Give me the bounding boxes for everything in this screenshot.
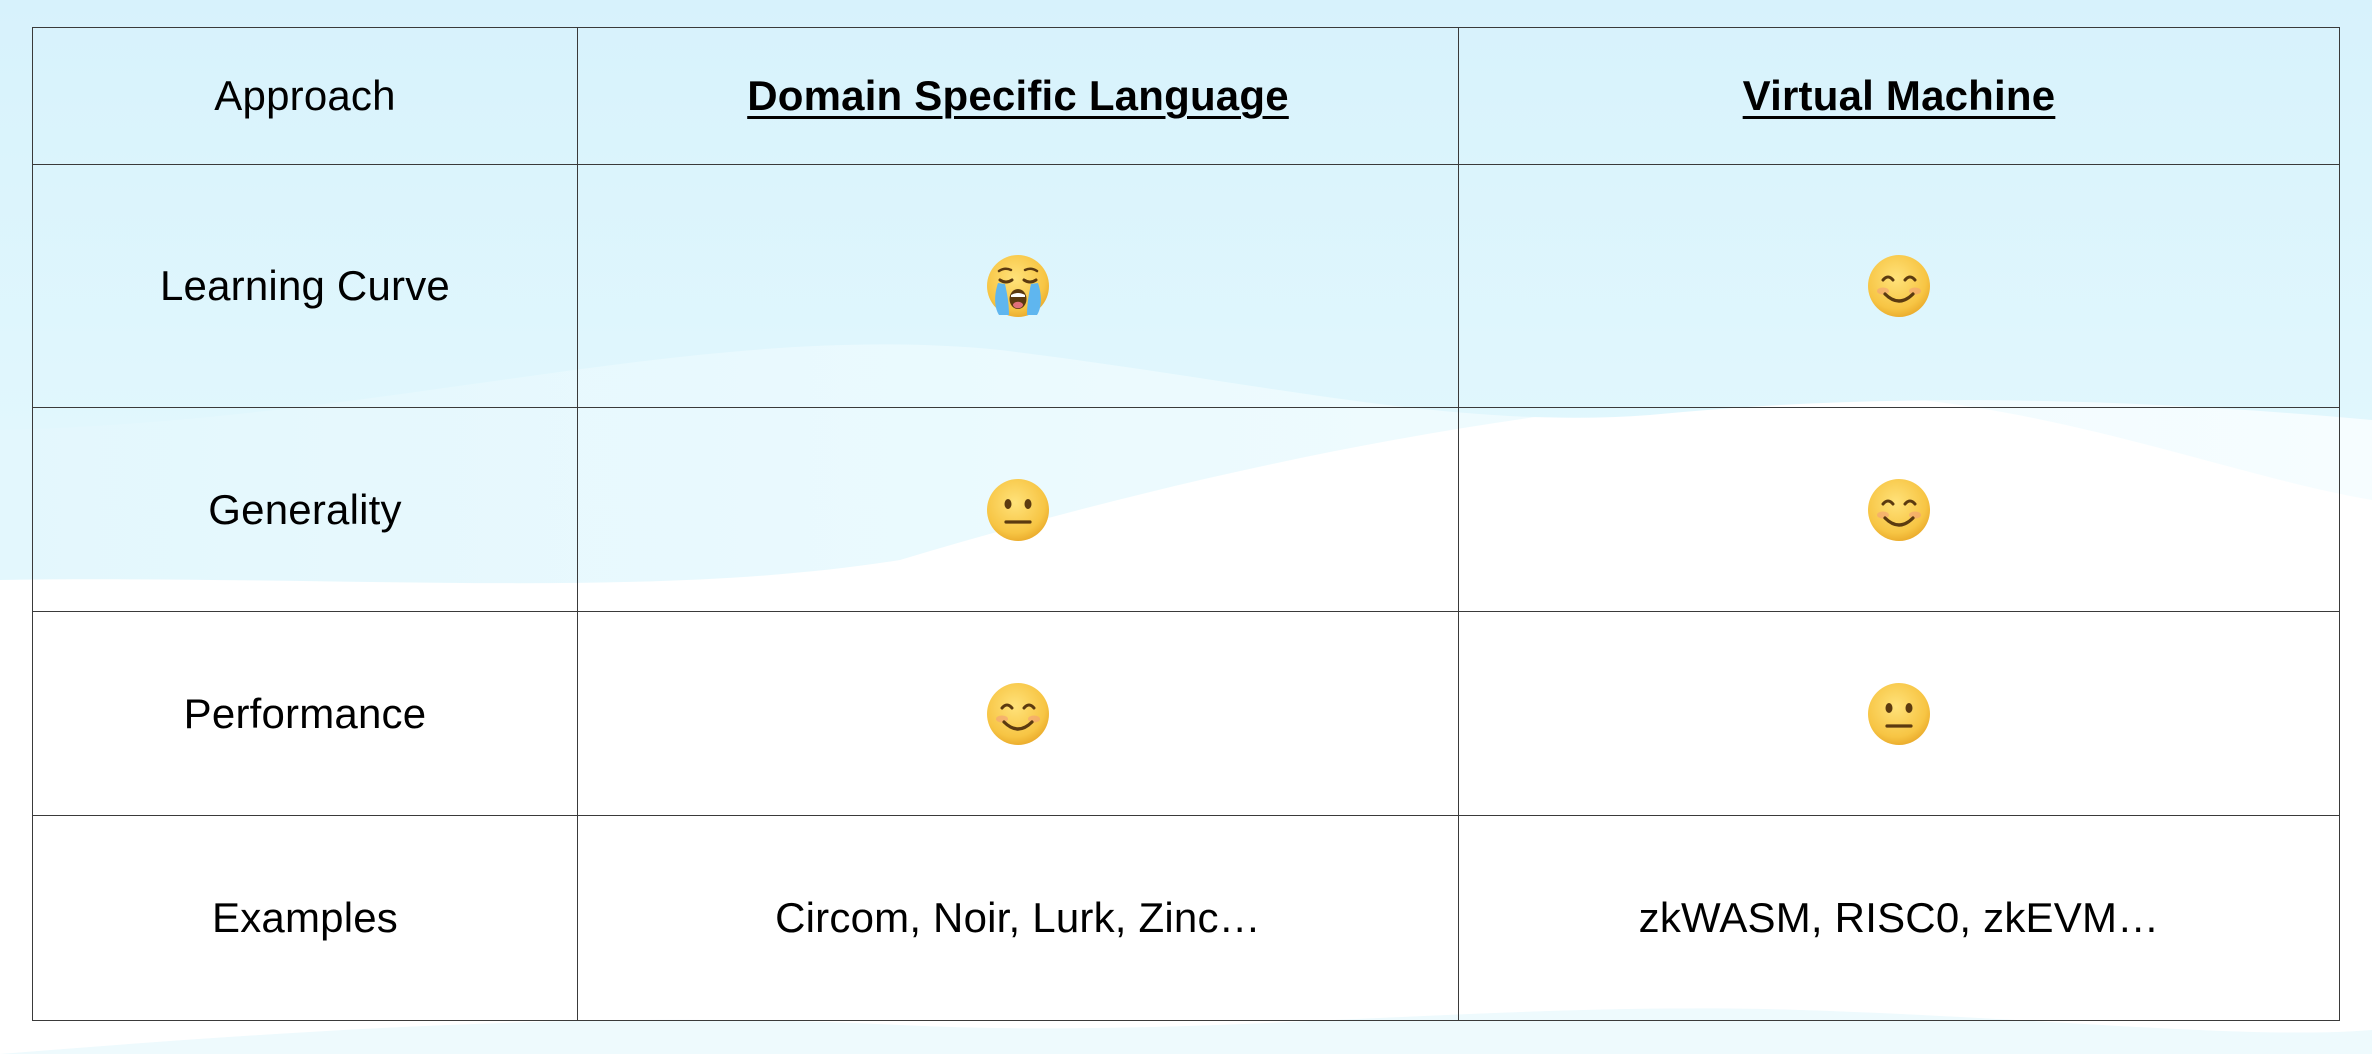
- neutral-face-icon: [985, 478, 1051, 541]
- examples-text: zkWASM, RISC0, zkEVM…: [1638, 894, 2160, 941]
- row-label: Generality: [208, 485, 402, 533]
- header-label: Approach: [214, 72, 396, 119]
- smiling-face-icon: [1866, 478, 1932, 541]
- header-cell-dsl: Domain Specific Language: [577, 27, 1459, 165]
- examples-cell-vm: zkWASM, RISC0, zkEVM…: [1458, 815, 2340, 1021]
- rating-cell: [577, 164, 1459, 408]
- rating-cell: [1458, 611, 2340, 816]
- column-header-dsl: Domain Specific Language: [747, 72, 1289, 119]
- header-cell-approach: Approach: [32, 27, 578, 165]
- table-row: Examples Circom, Noir, Lurk, Zinc… zkWAS…: [32, 815, 2340, 1021]
- crying-face-icon: [985, 255, 1051, 317]
- row-label: Examples: [211, 894, 398, 941]
- table-row: Learning Curve: [32, 164, 2340, 408]
- row-label-cell: Learning Curve: [32, 164, 578, 408]
- row-label-cell: Examples: [32, 815, 578, 1021]
- row-label: Performance: [183, 689, 427, 737]
- neutral-face-icon: [1866, 682, 1932, 745]
- examples-cell-dsl: Circom, Noir, Lurk, Zinc…: [577, 815, 1459, 1021]
- header-cell-vm: Virtual Machine: [1458, 27, 2340, 165]
- table-row: Generality: [32, 407, 2340, 612]
- rating-cell: [1458, 164, 2340, 408]
- comparison-table: Approach Domain Specific Language Virtua…: [32, 27, 2340, 1021]
- smiling-face-icon: [985, 682, 1051, 745]
- rating-cell: [1458, 407, 2340, 612]
- column-header-vm: Virtual Machine: [1742, 72, 2056, 119]
- examples-text: Circom, Noir, Lurk, Zinc…: [775, 894, 1261, 941]
- row-label-cell: Performance: [32, 611, 578, 816]
- row-label-cell: Generality: [32, 407, 578, 612]
- rating-cell: [577, 611, 1459, 816]
- row-label: Learning Curve: [160, 262, 450, 309]
- rating-cell: [577, 407, 1459, 612]
- smiling-face-icon: [1866, 255, 1932, 317]
- table-header-row: Approach Domain Specific Language Virtua…: [32, 27, 2340, 165]
- table-row: Performance: [32, 611, 2340, 816]
